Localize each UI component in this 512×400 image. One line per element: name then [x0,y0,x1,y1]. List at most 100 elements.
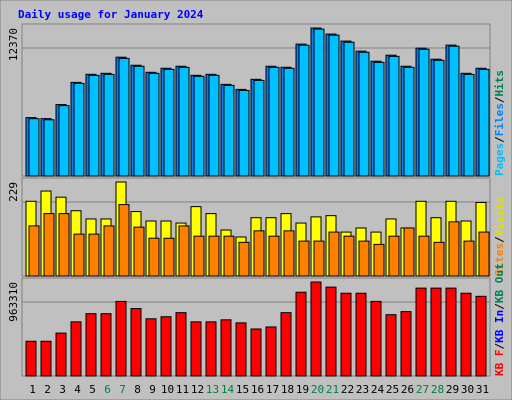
x-tick-label: 18 [281,383,294,396]
x-tick-label: 31 [476,383,489,396]
bar [283,67,295,177]
bar [373,243,385,277]
bar [355,292,367,377]
bar [130,308,142,377]
axis-label-part: Sites [493,243,506,276]
x-tick-label: 5 [89,383,96,396]
x-tick-label: 7 [119,383,126,396]
bar [133,65,145,177]
axis-label-part: Pages [493,143,506,176]
bar [193,235,205,277]
x-tick-label: 1 [29,383,36,396]
axis-label: Sites/Visits [493,197,506,277]
axis-label-part: / [493,236,506,243]
x-tick-label: 2 [44,383,51,396]
axis-label-part: KB F [493,350,506,377]
bar [55,332,67,377]
bar [268,235,280,277]
y-tick-label: 229 [7,182,20,202]
axis-label-part: Files [493,103,506,136]
bar [463,240,475,277]
bar [328,34,340,177]
bar [298,240,310,277]
bar [283,230,295,277]
axis-label: KB F/KB In/KB Out [493,263,506,376]
bar [118,204,130,277]
axis-label: Pages/Files/Hits [493,70,506,176]
bar [28,118,40,177]
bar [403,66,415,177]
bar [58,213,70,277]
y-tick-label: 12370 [7,28,20,61]
bar [115,300,127,377]
axis-label-part: / [493,136,506,143]
bar [340,292,352,377]
axis-label-part: / [493,96,506,103]
bar [145,318,157,377]
bar [280,312,292,377]
bar [43,119,55,177]
bar [418,48,430,177]
bar [223,235,235,277]
bar [250,328,262,377]
axis-label-part: / [493,303,506,310]
x-tick-label: 15 [236,383,249,396]
bar [310,281,322,377]
x-tick-label: 27 [416,383,429,396]
x-tick-label: 29 [446,383,459,396]
bar [463,73,475,177]
bar [433,59,445,177]
bar [388,235,400,277]
bar [253,79,265,177]
x-tick-label: 17 [266,383,279,396]
bar [475,295,487,377]
x-tick-label: 20 [311,383,324,396]
x-tick-label: 21 [326,383,339,396]
x-tick-label: 3 [59,383,66,396]
x-tick-label: 22 [341,383,354,396]
x-tick-label: 19 [296,383,309,396]
x-tick-label: 28 [431,383,444,396]
x-tick-label: 26 [401,383,414,396]
bar [460,292,472,377]
bar [298,44,310,177]
x-tick-label: 9 [149,383,156,396]
chart-title: Daily usage for January 2024 [18,8,204,21]
bar [388,55,400,177]
bar [208,235,220,277]
bar [103,225,115,277]
bar [385,314,397,377]
bar [220,319,232,377]
bar [238,89,250,177]
bar [148,237,160,277]
x-tick-label: 12 [191,383,204,396]
bar [178,66,190,177]
bar [103,73,115,177]
bar [178,225,190,277]
bar [313,28,325,177]
bar [295,291,307,377]
x-tick-label: 6 [104,383,111,396]
axis-label-part: KB Out [493,263,506,303]
bar [373,61,385,177]
bar [253,230,265,277]
bar [148,72,160,177]
x-tick-label: 25 [386,383,399,396]
bar [100,313,112,377]
bar [43,213,55,277]
x-tick-label: 23 [356,383,369,396]
bar [88,233,100,277]
bar [400,311,412,377]
axis-label-part: / [493,343,506,350]
bar [70,321,82,377]
bar [193,75,205,177]
x-tick-label: 13 [206,383,219,396]
x-tick-label: 24 [371,383,385,396]
bar [163,237,175,277]
bar [223,84,235,177]
bar [88,74,100,177]
bar [73,233,85,277]
bar [328,231,340,277]
bar [208,74,220,177]
